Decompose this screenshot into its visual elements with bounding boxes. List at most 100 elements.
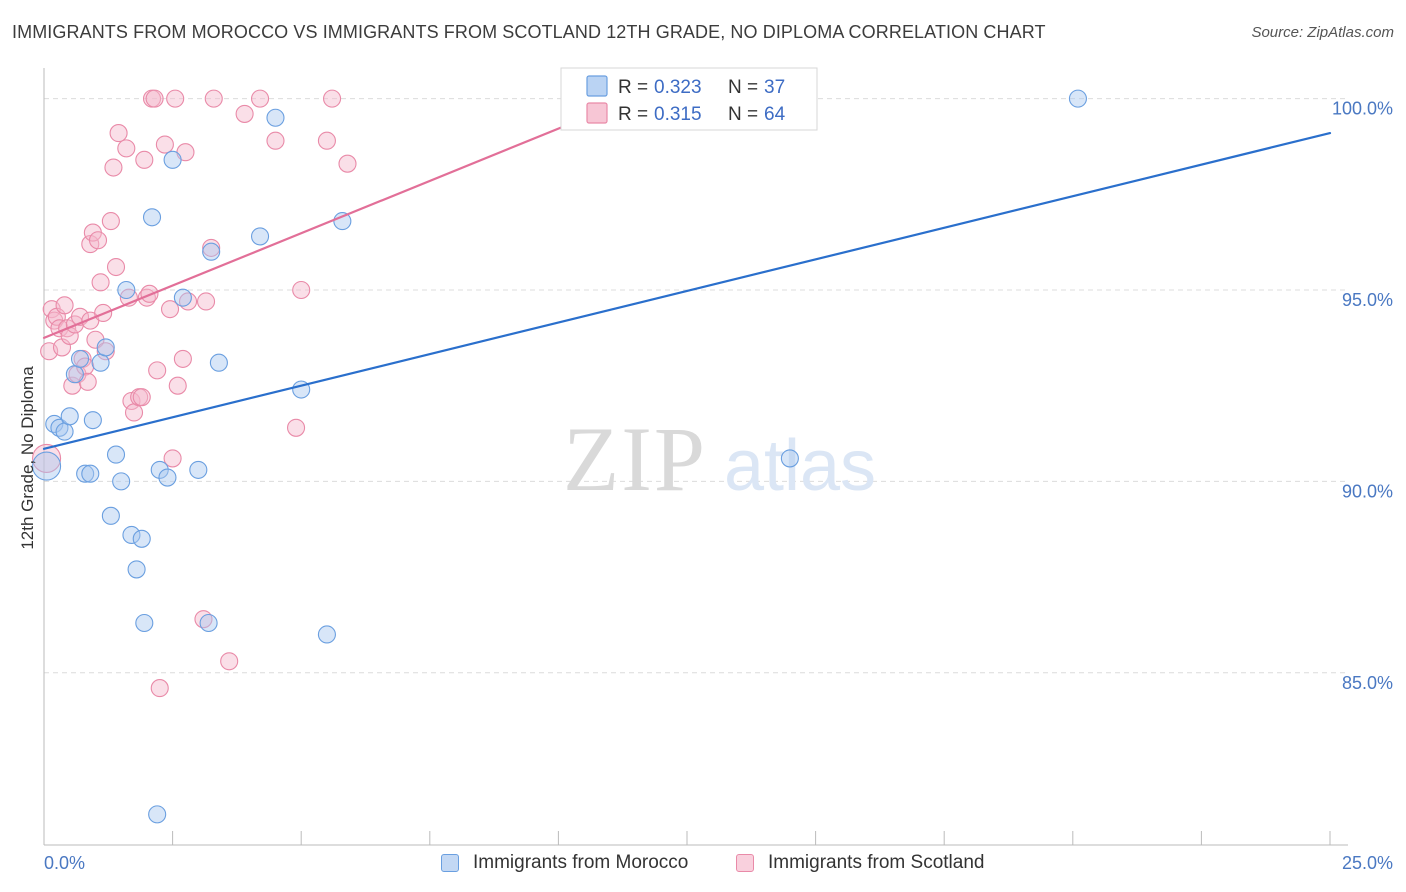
scotland-point-53 xyxy=(204,89,223,108)
legend-r-value-blue: 0.323 xyxy=(654,77,702,98)
legend-label-scotland: Immigrants from Scotland xyxy=(768,852,985,873)
scotland-point-27 xyxy=(106,257,126,277)
scotland-point-39 xyxy=(145,89,164,108)
series-legend: Immigrants from Morocco Immigrants from … xyxy=(0,852,1406,878)
watermark-zip: ZIP xyxy=(563,408,707,510)
scotland-point-46 xyxy=(168,376,187,395)
morocco-point-21 xyxy=(148,805,167,824)
scotland-point-26 xyxy=(104,158,123,177)
morocco-point-36 xyxy=(1068,89,1087,108)
legend-label-morocco: Immigrants from Morocco xyxy=(473,852,689,873)
scotland-point-24 xyxy=(96,342,115,361)
watermark: ZIP atlas xyxy=(563,408,876,510)
scotland-point-45 xyxy=(166,89,185,108)
morocco-point-19 xyxy=(135,613,154,633)
legend-swatch-morocco xyxy=(441,854,459,872)
stats-legend: R = 0.323 N = 37 R = 0.315 N = 64 xyxy=(560,67,818,131)
scotland-point-28 xyxy=(109,124,128,143)
scotland-trend-line xyxy=(42,89,653,339)
legend-n-label-blue: N = xyxy=(728,77,758,98)
morocco-trend-line xyxy=(42,131,1332,450)
morocco-point-6 xyxy=(70,349,90,368)
morocco-point-18 xyxy=(132,529,151,548)
scotland-point-21 xyxy=(88,231,108,250)
scotland-point-61 xyxy=(323,89,342,108)
y-tick-label-3: 100.0% xyxy=(1332,99,1393,119)
y-tick-label-1: 90.0% xyxy=(1342,481,1393,501)
x-tick-label-0: 0.0% xyxy=(44,853,85,873)
y-tick-label-2: 95.0% xyxy=(1342,290,1393,310)
scotland-point-62 xyxy=(338,154,357,173)
morocco-point-10 xyxy=(91,353,110,372)
scotland-point-44 xyxy=(163,449,182,468)
morocco-point-35 xyxy=(780,449,799,468)
scotland-point-22 xyxy=(91,273,110,292)
scotland-point-35 xyxy=(135,150,154,169)
morocco-point-9 xyxy=(83,411,102,430)
morocco-point-25 xyxy=(173,288,192,307)
legend-r-label-blue: R = xyxy=(618,77,648,98)
legend-n-value-blue: 37 xyxy=(764,77,785,98)
scotland-point-52 xyxy=(202,238,221,257)
legend-swatch-scotland xyxy=(736,854,754,872)
y-axis-label: 12th Grade, No Diploma xyxy=(18,366,37,550)
trend-lines xyxy=(42,89,1332,450)
legend-item-scotland[interactable]: Immigrants from Scotland xyxy=(736,852,984,874)
morocco-point-14 xyxy=(112,472,131,491)
morocco-point-11 xyxy=(96,338,115,357)
legend-item-morocco[interactable]: Immigrants from Morocco xyxy=(441,852,688,874)
series-scotland-points xyxy=(32,81,661,698)
morocco-point-22 xyxy=(150,460,169,479)
legend-r-label-pink: R = xyxy=(618,104,648,125)
morocco-point-28 xyxy=(202,242,221,261)
scotland-point-0 xyxy=(32,443,62,473)
source-label: Source: ZipAtlas.com xyxy=(1251,24,1394,41)
scotland-point-41 xyxy=(150,679,169,698)
y-tick-label-0: 85.0% xyxy=(1342,673,1393,693)
scotland-point-56 xyxy=(250,89,270,108)
morocco-point-5 xyxy=(65,365,84,384)
scotland-point-59 xyxy=(292,280,311,300)
morocco-point-4 xyxy=(60,407,79,426)
morocco-point-30 xyxy=(250,227,270,246)
morocco-point-16 xyxy=(122,525,141,545)
morocco-point-8 xyxy=(81,464,100,483)
morocco-point-23 xyxy=(158,468,177,487)
morocco-point-7 xyxy=(76,464,95,483)
scotland-point-57 xyxy=(266,131,285,150)
morocco-point-0 xyxy=(32,451,62,481)
morocco-point-29 xyxy=(209,353,228,372)
legend-swatch-pink xyxy=(586,102,608,124)
morocco-point-17 xyxy=(127,560,146,579)
series-morocco-points xyxy=(32,89,1087,824)
morocco-point-12 xyxy=(101,506,120,525)
scotland-point-54 xyxy=(220,652,239,671)
legend-n-value-pink: 64 xyxy=(764,104,786,125)
chart-title: IMMIGRANTS FROM MOROCCO VS IMMIGRANTS FR… xyxy=(12,22,1046,42)
morocco-point-31 xyxy=(266,108,285,127)
scotland-point-25 xyxy=(101,212,120,231)
scotland-point-34 xyxy=(132,388,151,407)
scotland-point-47 xyxy=(173,349,192,368)
morocco-point-15 xyxy=(117,280,136,300)
tick-labels: 85.0% 90.0% 95.0% 100.0% 0.0% 25.0% xyxy=(44,99,1393,873)
morocco-point-24 xyxy=(163,150,182,169)
scotland-point-29 xyxy=(117,139,136,158)
scotland-point-20 xyxy=(86,330,105,349)
scotland-point-40 xyxy=(148,361,167,380)
scotland-point-7 xyxy=(55,296,74,315)
morocco-point-3 xyxy=(55,422,74,441)
morocco-point-27 xyxy=(199,613,218,633)
scotland-point-55 xyxy=(235,104,254,123)
scotland-point-58 xyxy=(287,418,306,437)
legend-n-label-pink: N = xyxy=(728,104,758,125)
axes xyxy=(43,68,1348,846)
legend-r-value-pink: 0.315 xyxy=(654,104,702,125)
scotland-point-60 xyxy=(317,131,336,150)
scotland-point-42 xyxy=(155,135,174,154)
scotland-point-32 xyxy=(124,403,144,422)
legend-swatch-blue xyxy=(586,75,608,97)
grid-lines xyxy=(44,98,1348,674)
x-tick-label-1: 25.0% xyxy=(1342,853,1393,873)
morocco-point-13 xyxy=(106,445,126,464)
